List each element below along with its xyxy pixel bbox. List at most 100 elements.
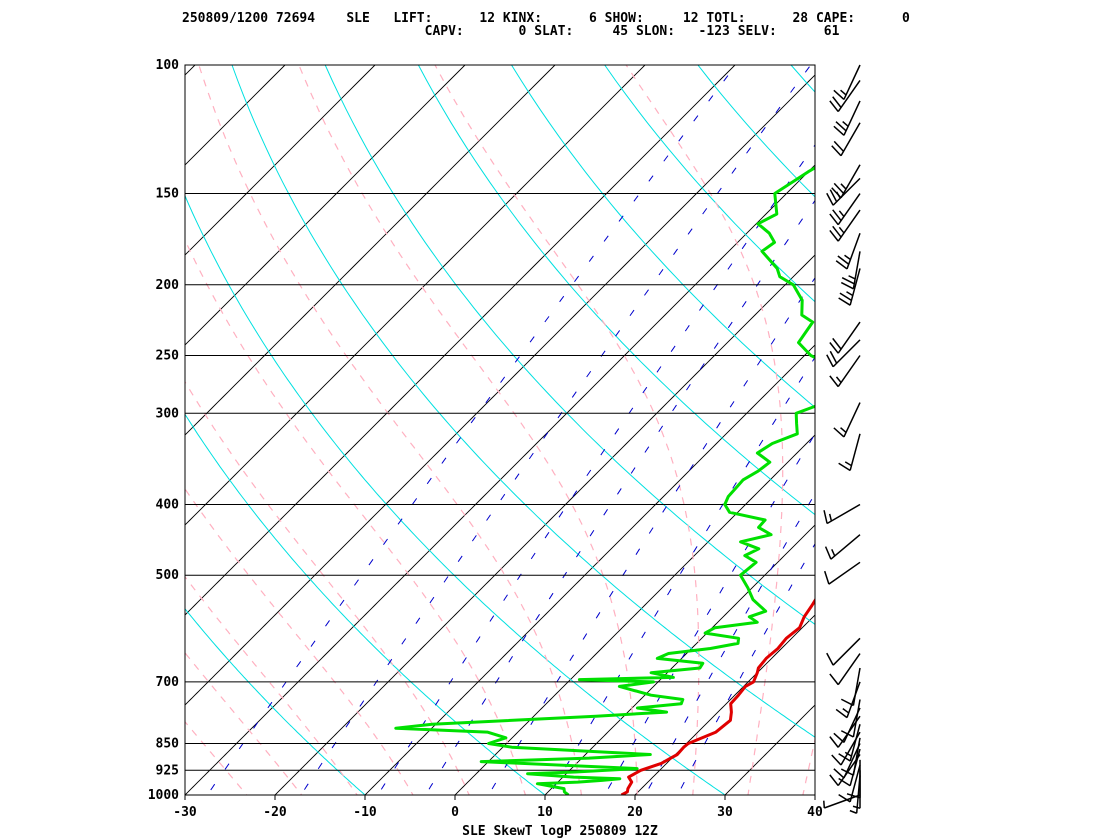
barb-flag (831, 187, 842, 199)
wind-barb (829, 80, 861, 113)
wind-barb (823, 561, 861, 585)
barb-half-flag (828, 513, 833, 522)
barb-staff (837, 653, 861, 686)
traces (394, 166, 815, 795)
dry-adiabat-line (417, 65, 815, 516)
barb-flag (833, 427, 845, 438)
mixing-ratio-line (206, 65, 737, 795)
barb-flag (840, 281, 854, 290)
dry-adiabat-line (697, 65, 815, 198)
moist-adiabat-line (298, 65, 638, 795)
isotherm-line (185, 65, 286, 166)
barb-half-flag (840, 183, 847, 190)
barb-flag (837, 255, 850, 265)
barb-half-flag (842, 120, 849, 127)
wind-barb (840, 699, 861, 738)
barb-staff (852, 737, 861, 776)
barb-flag (832, 337, 842, 350)
barb-half-flag (849, 809, 857, 814)
wind-barb (835, 681, 861, 719)
wind-barb (826, 339, 861, 368)
barb-staff (846, 232, 861, 270)
barb-flag (841, 276, 855, 285)
barb-flag (829, 100, 839, 113)
temperature-tick-label: 40 (807, 805, 823, 820)
barb-flag (838, 462, 851, 472)
chart-title: SLE SkewT logP 250809 12Z (462, 824, 658, 839)
pressure-tick-label: 850 (156, 736, 180, 751)
isotherm-line (185, 65, 196, 76)
wind-barb (838, 433, 861, 472)
isotherm-line (185, 65, 736, 616)
barb-flag (833, 182, 845, 194)
barb-staff (846, 681, 861, 718)
barb-staff (849, 433, 861, 471)
barb-flag (835, 121, 847, 132)
barb-flag (846, 793, 861, 799)
mixing-ratio-line (377, 144, 815, 795)
barb-staff (832, 177, 861, 206)
barb-half-flag (835, 376, 842, 384)
mixing-ratio-line (424, 199, 815, 795)
wind-barb (826, 637, 861, 666)
barb-flag (831, 754, 842, 766)
barb-flag (824, 546, 832, 560)
barb-half-flag (838, 226, 845, 234)
barb-flag (838, 753, 851, 762)
barb-staff (837, 209, 861, 242)
wind-barb (840, 251, 861, 290)
pressure-tick-label: 1000 (148, 788, 179, 803)
header-line-2: CAPV: 0 SLAT: 45 SLON: -123 SELV: 61 (182, 24, 840, 39)
wind-barb (846, 759, 861, 799)
barb-flag (831, 145, 842, 157)
pressure-tick-label: 200 (156, 278, 180, 293)
dry-adiabat-line (185, 607, 366, 795)
isotherm-line (890, 49, 1120, 811)
isotherm-line (185, 164, 815, 795)
barb-flag (829, 229, 839, 242)
wind-barb (835, 232, 861, 270)
barb-staff (849, 724, 861, 762)
moist-adiabat-line (198, 65, 583, 795)
barb-flag (840, 698, 854, 707)
pressure-tick-label: 100 (156, 58, 180, 73)
barb-flag (823, 510, 828, 524)
isotherm-line (724, 704, 815, 795)
moist-adiabat-line (802, 737, 815, 795)
isotherm-line (634, 614, 815, 795)
pressure-tick-label: 400 (156, 498, 180, 513)
barb-half-flag (838, 210, 845, 217)
barb-flag (833, 140, 845, 152)
temperature-tick-label: -20 (263, 805, 287, 820)
barb-flag (829, 736, 839, 748)
dry-adiabat-line (604, 65, 815, 303)
temperature-tick-label: 0 (451, 805, 459, 820)
wind-barb (829, 321, 861, 354)
barb-staff (852, 699, 861, 738)
moist-adiabat-line (185, 575, 358, 795)
barb-flag (829, 213, 839, 226)
barb-half-flag (844, 254, 851, 261)
barb-flag (838, 793, 851, 803)
wind-barb (833, 64, 861, 100)
moist-adiabat-line (185, 651, 303, 795)
barb-staff (843, 402, 861, 438)
isotherm-line (454, 434, 815, 795)
barb-half-flag (831, 548, 836, 557)
isotherm-line (185, 65, 376, 256)
barb-staff (843, 64, 861, 100)
pressure-tick-label: 150 (156, 187, 180, 202)
dry-adiabat-line (231, 65, 815, 738)
isotherm-line (185, 65, 646, 526)
wind-barb (831, 122, 861, 157)
wind-barb (829, 193, 861, 226)
wind-barb (838, 724, 861, 762)
barb-staff (852, 667, 861, 706)
barb-flag (823, 570, 830, 585)
isotherm-line (185, 65, 556, 436)
dry-adiabat-line (185, 794, 186, 795)
barb-flag (829, 342, 839, 354)
wind-barb (824, 534, 861, 560)
